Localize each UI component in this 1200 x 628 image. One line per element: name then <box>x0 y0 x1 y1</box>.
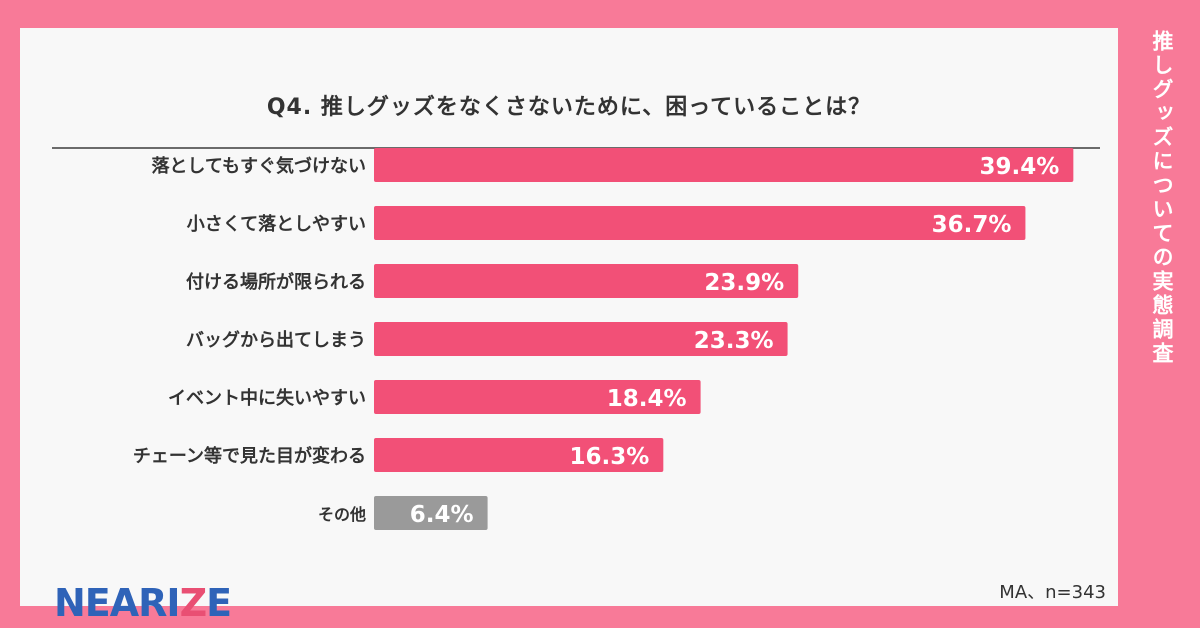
sample-note: MA、n=343 <box>999 582 1106 603</box>
bar <box>374 148 1074 182</box>
category-label: 小さくて落としやすい <box>187 214 366 235</box>
bar <box>374 322 788 356</box>
bar <box>374 206 1026 240</box>
value-label: 18.4% <box>607 386 687 412</box>
chart-card: Q4. 推しグッズをなくさないために、困っていることは？ NEARIZE MA、… <box>20 28 1118 625</box>
category-label: その他 <box>318 505 366 524</box>
value-label: 36.7% <box>932 212 1012 238</box>
chart-title: Q4. 推しグッズをなくさないために、困っていることは？ <box>266 95 872 120</box>
category-label: バッグから出てしまう <box>186 329 366 351</box>
value-label: 16.3% <box>570 444 650 470</box>
value-label: 6.4% <box>410 502 474 528</box>
bar <box>374 380 701 414</box>
category-label: イベント中に失いやすい <box>168 387 366 409</box>
value-label: 23.9% <box>704 270 784 296</box>
bar <box>374 496 488 530</box>
category-label: チェーン等で見た目が変わる <box>133 445 366 467</box>
category-label: 付ける場所が限られる <box>186 271 366 293</box>
nearize-logo: NEARIZE <box>54 581 232 625</box>
bar <box>374 264 799 298</box>
bar <box>374 438 664 472</box>
value-label: 39.4% <box>980 154 1060 180</box>
category-label: 落としてもすぐ気づけない <box>151 155 366 177</box>
side-title: 推しグッズについての実態調査 <box>1150 30 1174 366</box>
value-label: 23.3% <box>694 328 774 354</box>
